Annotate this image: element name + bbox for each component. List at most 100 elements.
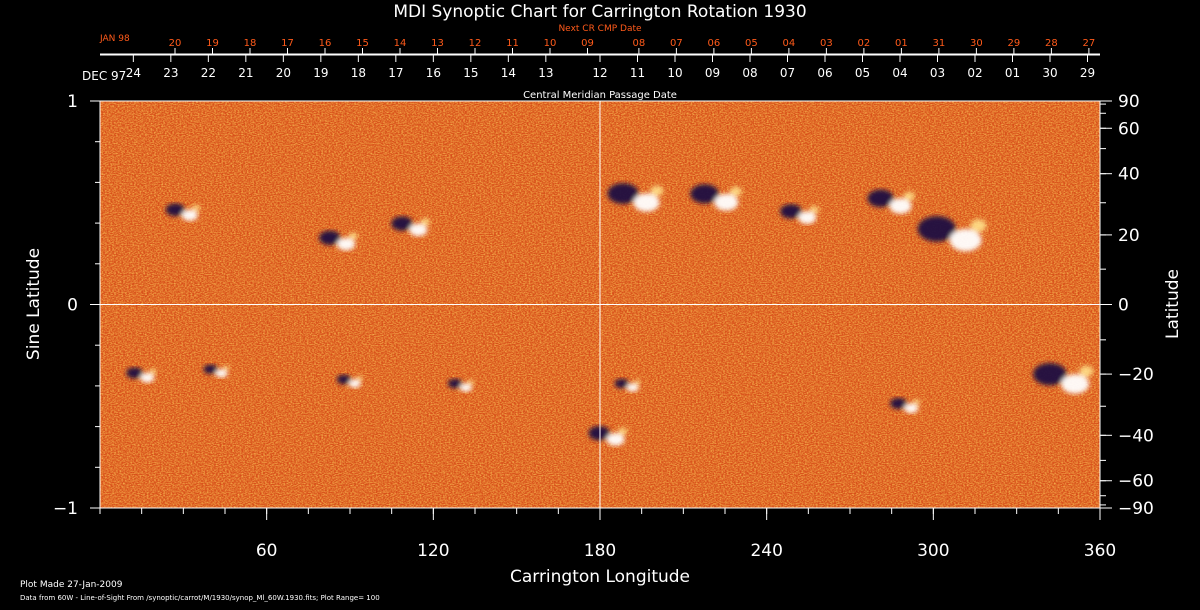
cmp-date-label: 13 bbox=[538, 66, 553, 80]
longitude-tick-label: 120 bbox=[417, 541, 449, 561]
latitude-tick-label: −40 bbox=[1118, 426, 1154, 446]
longitude-tick-label: 300 bbox=[917, 541, 949, 561]
cmp-date-label: 22 bbox=[201, 66, 216, 80]
next-cr-date-label: 06 bbox=[708, 38, 721, 49]
longitude-tick-label: 360 bbox=[1084, 541, 1116, 561]
negative-polarity-spot bbox=[1033, 362, 1067, 386]
plot-made-note: Plot Made 27-Jan-2009 bbox=[20, 580, 123, 590]
sine-lat-tick-label: 0 bbox=[67, 296, 78, 316]
longitude-tick-label: 180 bbox=[584, 541, 616, 561]
negative-polarity-spot bbox=[319, 230, 341, 246]
positive-polarity-spot bbox=[409, 223, 428, 237]
latitude-tick-label: −60 bbox=[1118, 472, 1154, 492]
positive-polarity-spot bbox=[889, 198, 912, 214]
active-region bbox=[447, 378, 474, 392]
latitude-axis: 90 60 40 20 0 −20 −40 −60 −90 bbox=[1100, 92, 1154, 519]
next-cr-date-label: 08 bbox=[633, 38, 646, 49]
cmp-date-label: 15 bbox=[463, 66, 478, 80]
latitude-tick-label: 90 bbox=[1118, 92, 1140, 112]
sine-lat-tick-label: 1 bbox=[67, 92, 78, 112]
cmp-date-label: 01 bbox=[1005, 66, 1020, 80]
negative-polarity-spot bbox=[890, 397, 907, 410]
cmp-date-label: 04 bbox=[892, 66, 907, 80]
positive-polarity-spot bbox=[606, 433, 625, 446]
negative-polarity-spot bbox=[614, 378, 629, 389]
positive-polarity-spot bbox=[459, 383, 472, 392]
positive-polarity-spot bbox=[626, 383, 639, 392]
active-region bbox=[1033, 362, 1094, 394]
sine-latitude-axis: 1 0 −1 bbox=[53, 92, 100, 519]
positive-polarity-spot bbox=[714, 193, 739, 211]
cmp-date-label: 17 bbox=[388, 66, 403, 80]
next-cr-date-label: 19 bbox=[206, 38, 219, 49]
next-cr-axis-label: Next CR CMP Date bbox=[558, 24, 642, 34]
cmp-date-label: 14 bbox=[501, 66, 516, 80]
y-axis-left-label: Sine Latitude bbox=[24, 248, 44, 360]
positive-polarity-spot bbox=[904, 403, 919, 414]
top-axis-label: Central Meridian Passage Date bbox=[523, 90, 677, 101]
cmp-date-label: 20 bbox=[276, 66, 291, 80]
next-cr-date-label: 04 bbox=[783, 38, 796, 49]
next-cr-date-label: 11 bbox=[506, 38, 519, 49]
negative-polarity-spot bbox=[391, 216, 413, 231]
latitude-tick-label: 60 bbox=[1118, 119, 1140, 139]
positive-polarity-spot bbox=[348, 379, 361, 388]
next-cr-date-label: 15 bbox=[356, 38, 369, 49]
cmp-date-label: 16 bbox=[426, 66, 441, 80]
plage-spot bbox=[650, 185, 664, 197]
next-cr-date-label: 27 bbox=[1083, 38, 1096, 49]
latitude-tick-label: −20 bbox=[1118, 365, 1154, 385]
active-region bbox=[607, 183, 664, 212]
active-region bbox=[336, 374, 363, 388]
active-region bbox=[890, 397, 921, 414]
top-axis-start-label: DEC 97 bbox=[82, 69, 126, 83]
active-region bbox=[126, 367, 157, 383]
x-axis-label: Carrington Longitude bbox=[510, 567, 690, 587]
plage-spot bbox=[149, 368, 157, 375]
active-region bbox=[867, 189, 915, 214]
next-cr-date-label: 20 bbox=[169, 38, 182, 49]
longitude-tick-label: 60 bbox=[256, 541, 278, 561]
plage-spot bbox=[970, 219, 987, 233]
cmp-date-axis: 24 23 22 21 20 19 18 17 16 15 14 13 12 11 10 09 08 07 06 05… bbox=[100, 54, 1100, 80]
cmp-date-label: 10 bbox=[667, 66, 682, 80]
next-cr-date-label: 03 bbox=[820, 38, 833, 49]
plot-area bbox=[99, 100, 1101, 509]
next-cr-date-axis: 20 19 18 17 16 15 14 13 12 11 10 09 08 07 06 05 04 03 02 01… bbox=[100, 38, 1100, 55]
plage-spot bbox=[223, 365, 230, 371]
negative-polarity-spot bbox=[126, 367, 144, 379]
next-cr-date-label: 05 bbox=[745, 38, 758, 49]
plage-spot bbox=[1079, 365, 1094, 377]
cmp-date-label: 07 bbox=[780, 66, 795, 80]
negative-polarity-spot bbox=[917, 216, 956, 242]
next-cr-date-label: 18 bbox=[244, 38, 257, 49]
cmp-date-label: 11 bbox=[630, 66, 645, 80]
positive-polarity-spot bbox=[1061, 374, 1090, 394]
positive-polarity-spot bbox=[181, 209, 198, 221]
cmp-date-label: 19 bbox=[313, 66, 328, 80]
next-cr-date-label: 13 bbox=[431, 38, 444, 49]
positive-polarity-spot bbox=[949, 228, 982, 252]
chart-title: MDI Synoptic Chart for Carrington Rotati… bbox=[393, 2, 806, 22]
plage-spot bbox=[348, 232, 358, 240]
plage-spot bbox=[729, 186, 742, 197]
plage-spot bbox=[634, 379, 641, 385]
active-region bbox=[391, 216, 431, 237]
cmp-date-label: 06 bbox=[817, 66, 832, 80]
next-cr-start-label: JAN 98 bbox=[99, 34, 130, 44]
negative-polarity-spot bbox=[336, 374, 352, 385]
cmp-date-label: 09 bbox=[705, 66, 720, 80]
positive-polarity-spot bbox=[798, 211, 817, 224]
active-region bbox=[690, 184, 742, 211]
plage-spot bbox=[467, 379, 474, 385]
cmp-date-label: 29 bbox=[1080, 66, 1095, 80]
next-cr-date-label: 28 bbox=[1045, 38, 1058, 49]
plage-spot bbox=[618, 427, 628, 435]
plage-spot bbox=[192, 204, 201, 212]
cmp-date-label: 30 bbox=[1042, 66, 1057, 80]
negative-polarity-spot bbox=[203, 364, 218, 375]
next-cr-date-label: 29 bbox=[1008, 38, 1021, 49]
plage-spot bbox=[356, 375, 363, 381]
negative-polarity-spot bbox=[607, 183, 639, 204]
